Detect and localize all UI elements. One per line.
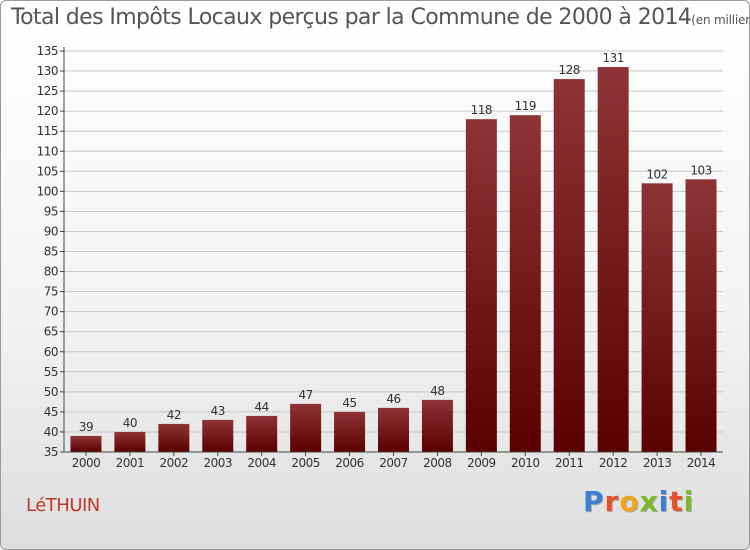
x-tick-label: 2001 <box>116 456 145 470</box>
bar <box>378 407 409 452</box>
bar-value-label: 43 <box>211 404 225 418</box>
bar <box>290 403 322 452</box>
bar <box>597 67 629 452</box>
y-tick-label: 45 <box>44 405 58 419</box>
x-tick-label: 2009 <box>467 456 496 470</box>
x-tick-label: 2002 <box>160 456 189 470</box>
x-tick-label: 2003 <box>203 456 232 470</box>
logo-letter: o <box>619 485 640 518</box>
bar <box>246 415 278 452</box>
logo-letter: x <box>639 485 659 518</box>
chart-title-text: Total des Impôts Locaux perçus par la Co… <box>11 5 692 30</box>
x-tick-label: 2013 <box>643 456 672 470</box>
bar-value-label: 47 <box>298 388 312 402</box>
logo-letter: i <box>683 485 695 518</box>
y-tick-label: 40 <box>44 425 58 439</box>
y-tick-label: 65 <box>44 325 58 339</box>
bar-value-label: 44 <box>255 400 269 414</box>
bar <box>70 435 102 452</box>
bar-value-label: 103 <box>690 163 711 177</box>
bar <box>334 411 366 452</box>
x-tick-label: 2014 <box>687 456 716 470</box>
bar-value-label: 46 <box>386 392 400 406</box>
y-tick-label: 125 <box>37 84 58 98</box>
bar-value-label: 45 <box>342 396 356 410</box>
bar-value-label: 118 <box>471 103 492 117</box>
logo-letter: i <box>658 485 670 518</box>
bar-value-label: 48 <box>430 384 444 398</box>
logo-letter: P <box>583 485 605 518</box>
y-tick-label: 80 <box>44 265 58 279</box>
y-tick-label: 75 <box>44 285 58 299</box>
x-tick-label: 2004 <box>247 456 276 470</box>
y-tick-label: 35 <box>44 445 58 459</box>
x-tick-label: 2000 <box>72 456 101 470</box>
y-tick-label: 120 <box>37 104 58 118</box>
logo-letter: r <box>604 485 620 518</box>
bar <box>202 419 234 452</box>
bar-value-label: 39 <box>79 420 93 434</box>
y-tick-label: 105 <box>37 164 58 178</box>
bar <box>641 183 673 452</box>
commune-name: LéTHUIN <box>26 495 100 516</box>
y-tick-label: 115 <box>37 124 58 138</box>
bar-value-label: 102 <box>646 167 667 181</box>
bar <box>465 119 497 453</box>
bar <box>553 79 585 452</box>
y-tick-label: 60 <box>44 345 58 359</box>
x-tick-label: 2006 <box>335 456 364 470</box>
x-tick-label: 2007 <box>379 456 408 470</box>
y-tick-label: 130 <box>37 64 58 78</box>
bar-value-label: 131 <box>602 51 623 65</box>
bar <box>158 423 190 452</box>
y-tick-label: 135 <box>37 44 58 58</box>
logo-letter: t <box>669 485 684 518</box>
bar <box>509 115 541 452</box>
chart-title-unit: (en milliers d'€) <box>691 13 750 27</box>
x-tick-label: 2011 <box>555 456 584 470</box>
y-tick-label: 85 <box>44 245 58 259</box>
bar <box>685 179 717 452</box>
y-tick-label: 95 <box>44 204 58 218</box>
y-tick-label: 55 <box>44 365 58 379</box>
bar-value-label: 128 <box>559 63 580 77</box>
proxiti-logo: Proxiti <box>583 485 694 518</box>
y-tick-label: 70 <box>44 305 58 319</box>
chart-title: Total des Impôts Locaux perçus par la Co… <box>11 5 749 35</box>
x-tick-label: 2012 <box>599 456 628 470</box>
x-tick-label: 2005 <box>291 456 320 470</box>
y-tick-label: 110 <box>37 144 58 158</box>
bar-value-label: 40 <box>123 416 137 430</box>
bar-value-label: 42 <box>167 408 181 422</box>
y-tick-label: 90 <box>44 224 58 238</box>
bar <box>421 399 453 452</box>
y-tick-label: 100 <box>37 184 58 198</box>
bar-value-label: 119 <box>515 99 536 113</box>
x-tick-label: 2008 <box>423 456 452 470</box>
x-tick-label: 2010 <box>511 456 540 470</box>
y-tick-label: 50 <box>44 385 58 399</box>
bar <box>114 431 146 452</box>
